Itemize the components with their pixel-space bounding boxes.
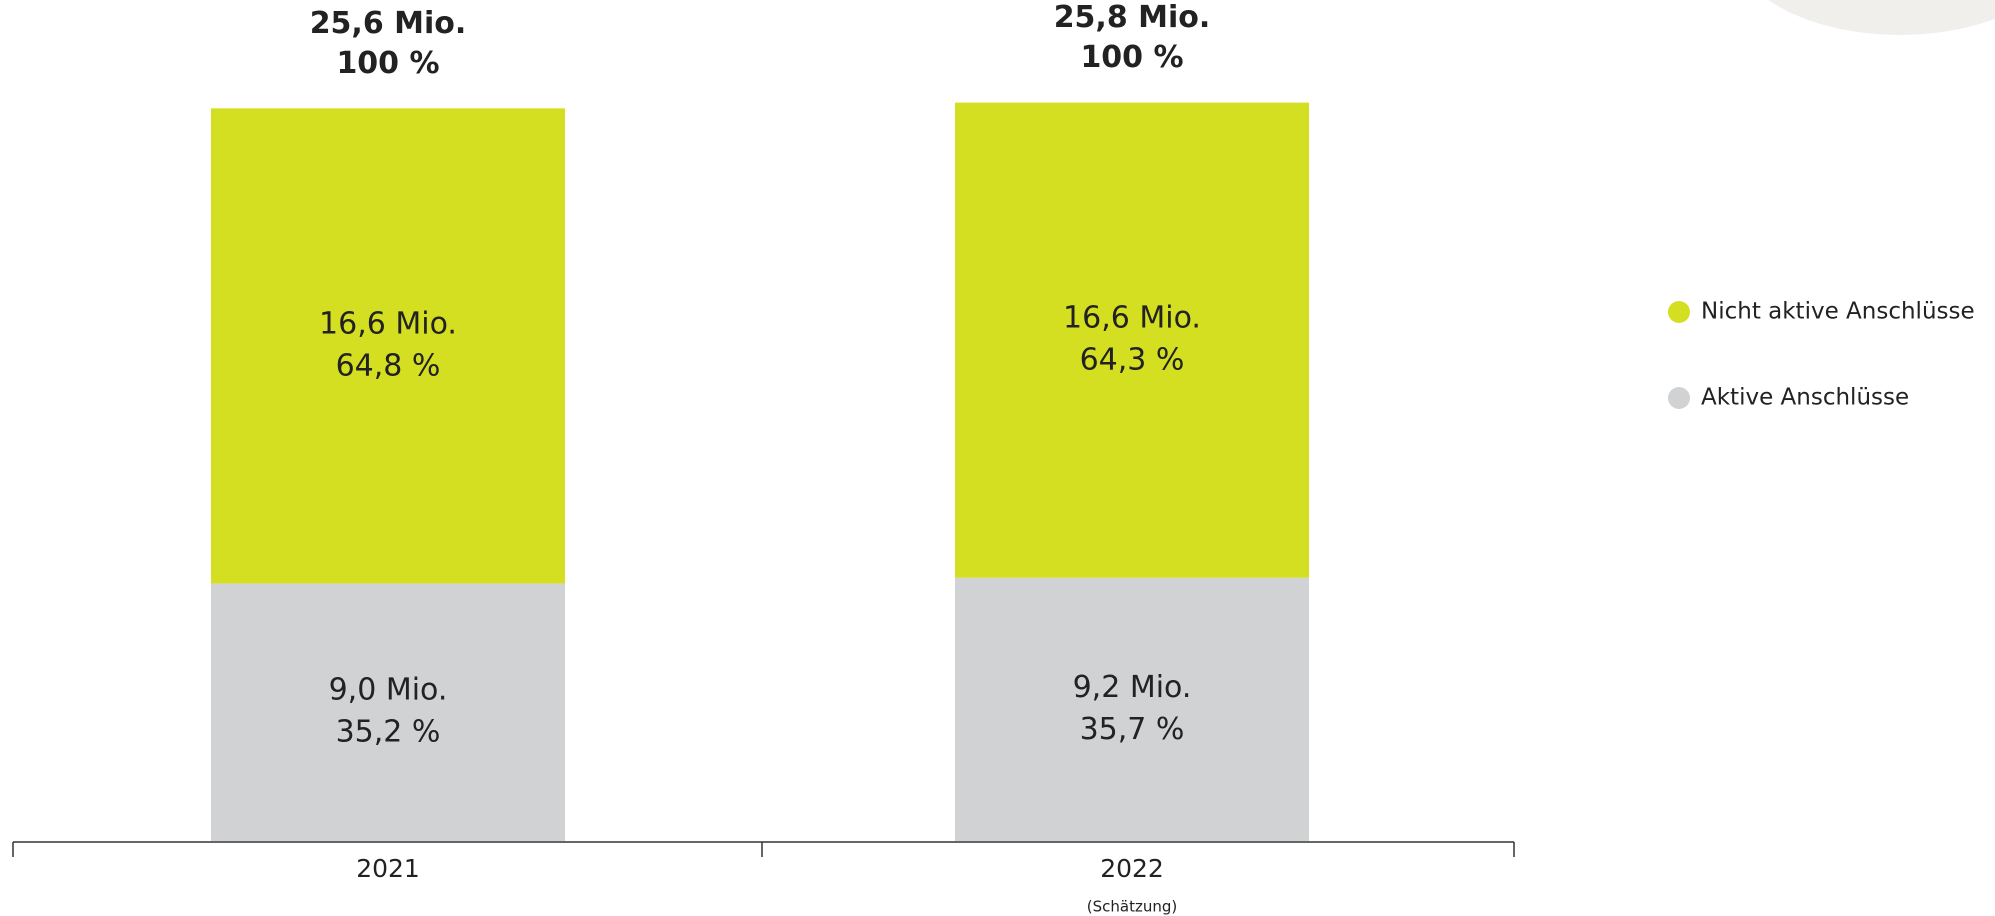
segment-percent-label: 64,8 % bbox=[336, 348, 441, 383]
bar-segment bbox=[211, 108, 565, 584]
bar-segment bbox=[955, 577, 1309, 841]
bar-segment bbox=[211, 583, 565, 841]
total-label: 25,8 Mio. bbox=[1054, 0, 1211, 35]
bar-segment bbox=[955, 102, 1309, 578]
segment-value-label: 16,6 Mio. bbox=[1063, 301, 1201, 336]
segment-value-label: 16,6 Mio. bbox=[319, 306, 457, 341]
segment-percent-label: 35,2 % bbox=[336, 715, 441, 750]
segment-value-label: 9,2 Mio. bbox=[1073, 670, 1192, 705]
total-label: 25,6 Mio. bbox=[310, 6, 467, 41]
total-percent-label: 100 % bbox=[336, 46, 439, 81]
total-percent-label: 100 % bbox=[1080, 40, 1183, 75]
x-tick-label: 2022 bbox=[1100, 854, 1164, 883]
legend-swatch bbox=[1668, 387, 1690, 409]
x-tick-label: 2021 bbox=[356, 854, 420, 883]
legend-label: Nicht aktive Anschlüsse bbox=[1701, 299, 1975, 325]
legend-label: Aktive Anschlüsse bbox=[1701, 385, 1909, 411]
segment-percent-label: 64,3 % bbox=[1080, 343, 1185, 378]
decorative-image bbox=[1768, 0, 1995, 35]
legend-swatch bbox=[1668, 301, 1690, 323]
segment-percent-label: 35,7 % bbox=[1080, 712, 1185, 747]
segment-value-label: 9,0 Mio. bbox=[329, 673, 448, 708]
x-tick-note: (Schätzung) bbox=[1087, 898, 1177, 916]
